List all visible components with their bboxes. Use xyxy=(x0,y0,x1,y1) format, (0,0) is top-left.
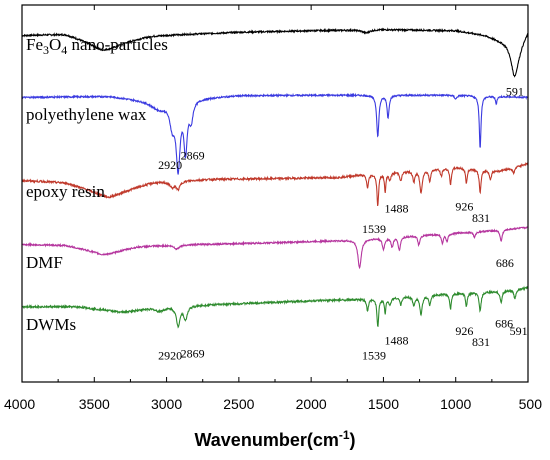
spectrum-line-4 xyxy=(21,285,529,329)
series-name-4: DWMs xyxy=(26,315,76,334)
peak-label-1-1: 2869 xyxy=(181,149,205,163)
peak-label-2-0: 1539 xyxy=(362,222,386,236)
peak-label-4-2: 1539 xyxy=(362,348,386,362)
x-axis-title: Wavenumber(cm-1) xyxy=(194,428,355,450)
peak-label-4-7: 591 xyxy=(510,324,528,338)
x-tick-label-2000: 2000 xyxy=(296,396,327,412)
x-tick-label-1000: 1000 xyxy=(440,396,471,412)
peak-label-2-3: 831 xyxy=(472,211,490,225)
series-name-0: Fe3O4 nano-particles xyxy=(26,35,168,57)
peak-label-2-2: 926 xyxy=(455,199,473,213)
axis-layer: 4000 3500 3000 2500 2000 1500 1000 500 Wavenumbe… xyxy=(4,4,543,450)
label-layer: Fe3O4 nano-particles 591 polyethylene wax 2… xyxy=(26,35,528,362)
peak-label-4-1: 2869 xyxy=(181,346,205,360)
series-layer xyxy=(21,27,529,329)
spectrum-line-3 xyxy=(21,226,529,270)
x-tick-label-2500: 2500 xyxy=(223,396,254,412)
peak-label-4-3: 1488 xyxy=(384,333,408,347)
peak-label-1-0: 2920 xyxy=(158,158,182,172)
peak-label-3-0: 686 xyxy=(496,256,514,270)
x-tick-label-1500: 1500 xyxy=(368,396,399,412)
peak-label-0-0: 591 xyxy=(506,84,524,98)
peak-label-4-4: 926 xyxy=(455,324,473,338)
series-name-3: DMF xyxy=(26,253,63,272)
peak-label-2-1: 1488 xyxy=(384,201,408,215)
spectrum-line-0 xyxy=(21,27,529,78)
x-tick-label-3500: 3500 xyxy=(79,396,110,412)
spectrum-line-1 xyxy=(21,92,529,175)
peak-label-4-5: 831 xyxy=(472,335,490,349)
x-tick-label-4000: 4000 xyxy=(4,396,35,412)
series-name-2: epoxy resin xyxy=(26,182,105,201)
spectrum-line-2 xyxy=(21,162,529,207)
x-tick-label-3000: 3000 xyxy=(151,396,182,412)
x-tick-label-500: 500 xyxy=(519,396,543,412)
peak-label-4-0: 2920 xyxy=(158,348,182,362)
series-name-1: polyethylene wax xyxy=(26,105,147,124)
peak-label-4-6: 686 xyxy=(495,316,513,330)
